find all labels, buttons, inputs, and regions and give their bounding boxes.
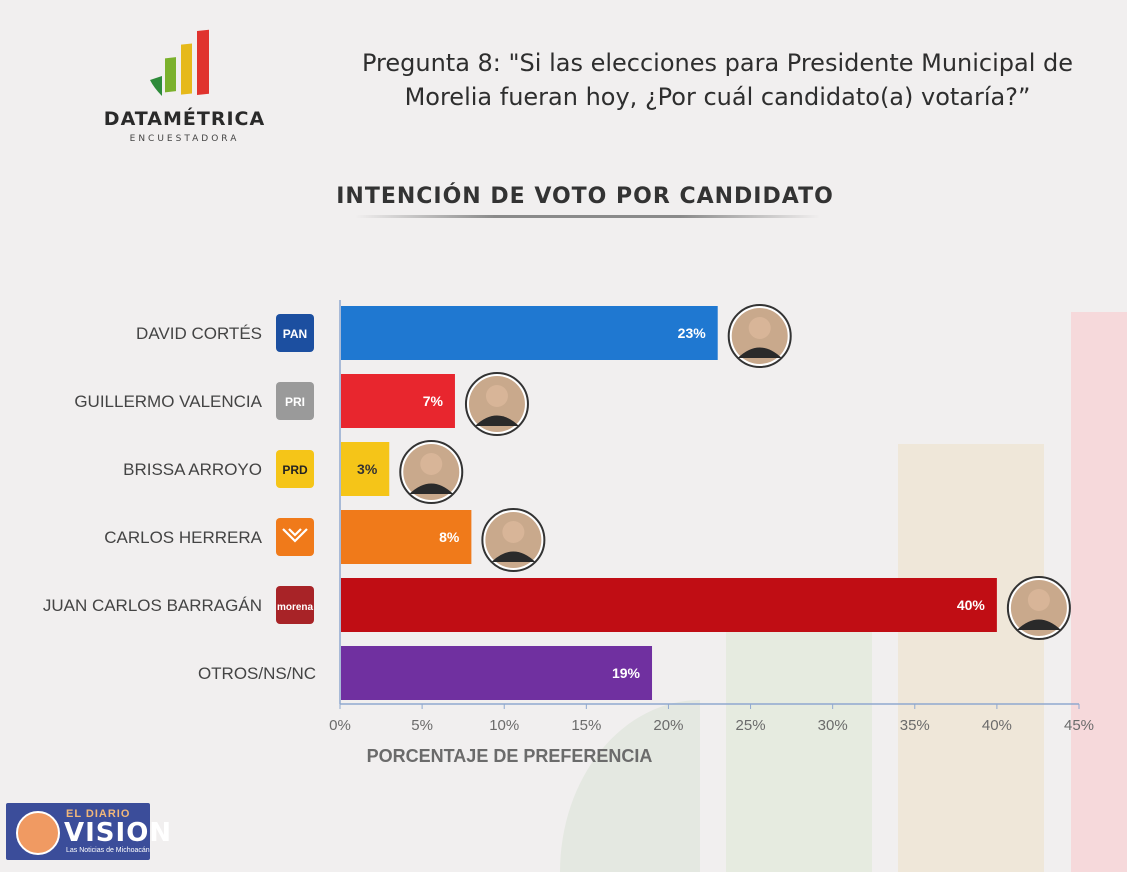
x-axis-title: PORCENTAJE DE PREFERENCIA xyxy=(367,746,653,766)
bar xyxy=(341,442,390,496)
x-tick-label: 10% xyxy=(489,717,519,734)
candidate-photo-suit xyxy=(491,551,536,562)
party-logo-label: PRI xyxy=(285,395,305,409)
candidate-photo-suit xyxy=(409,483,454,494)
title-underline xyxy=(355,215,820,218)
vision-logo-icon xyxy=(16,811,60,855)
category-label: CARLOS HERRERA xyxy=(104,528,262,547)
el-diario-vision-watermark: EL DIARIO VISION Las Noticias de Michoac… xyxy=(6,803,171,860)
bar xyxy=(341,510,472,564)
candidate-photo-face xyxy=(420,453,443,475)
category-label: JUAN CARLOS BARRAGÁN xyxy=(43,596,262,615)
category-label: DAVID CORTÉS xyxy=(136,324,262,343)
x-tick-label: 5% xyxy=(411,717,433,734)
logo-brand: DATAMÉTRICA xyxy=(103,108,266,130)
party-logo-label: PAN xyxy=(283,327,307,341)
question-text: Pregunta 8: "Si las elecciones para Pres… xyxy=(360,46,1075,114)
x-tick-label: 30% xyxy=(818,717,848,734)
x-tick-label: 35% xyxy=(900,717,930,734)
x-tick-label: 40% xyxy=(982,717,1012,734)
logo-subtitle: ENCUESTADORA xyxy=(129,134,240,144)
party-logo-label: PRD xyxy=(282,463,308,477)
bar-value-label: 40% xyxy=(957,597,986,613)
bar-value-label: 23% xyxy=(678,325,707,341)
x-tick-label: 0% xyxy=(329,717,351,734)
candidate-photo-face xyxy=(1027,589,1050,611)
bar xyxy=(341,374,455,428)
pan-logo-icon xyxy=(276,314,314,352)
bg-stripe-pink xyxy=(1071,312,1127,872)
category-label: BRISSA ARROYO xyxy=(123,460,262,479)
category-label: OTROS/NS/NC xyxy=(198,664,316,683)
datametrica-logo: DATAMÉTRICA ENCUESTADORA xyxy=(92,28,277,153)
morena-logo-icon xyxy=(276,586,314,624)
question-line-1: Pregunta 8: "Si las elecciones para Pres… xyxy=(361,49,1074,77)
candidate-photo-suit xyxy=(737,347,782,358)
x-tick-label: 25% xyxy=(736,717,766,734)
mc-eagle-shape xyxy=(282,528,308,543)
bar xyxy=(341,306,718,360)
bar xyxy=(341,578,997,632)
pri-logo-icon xyxy=(276,382,314,420)
watermark-big: VISION xyxy=(64,818,173,848)
prd-logo-icon xyxy=(276,450,314,488)
bar-value-label: 3% xyxy=(357,461,378,477)
bar-value-label: 8% xyxy=(439,529,460,545)
bar-value-label: 19% xyxy=(612,665,641,681)
movimiento-ciudadano-logo-icon xyxy=(276,518,314,556)
bg-stripe-green xyxy=(726,632,872,872)
candidate-photo-face xyxy=(485,385,508,407)
candidate-photo-suit xyxy=(474,415,519,426)
party-logo-label: morena xyxy=(277,602,314,613)
x-tick-label: 20% xyxy=(653,717,683,734)
watermark-tagline: Las Noticias de Michoacán xyxy=(66,847,150,854)
bar-value-label: 7% xyxy=(423,393,444,409)
bg-stripe-beige xyxy=(898,444,1044,872)
candidate-photo-suit xyxy=(1016,619,1061,630)
bars-logo-icon xyxy=(150,29,209,96)
category-label: GUILLERMO VALENCIA xyxy=(74,392,262,411)
question-line-2: Morelia fueran hoy, ¿Por cuál candidato(… xyxy=(404,83,1031,111)
bar xyxy=(341,646,653,700)
x-tick-label: 15% xyxy=(571,717,601,734)
candidate-photo-face xyxy=(748,317,771,339)
chart-title: INTENCIÓN DE VOTO POR CANDIDATO xyxy=(336,184,834,209)
watermark-small: EL DIARIO xyxy=(66,808,131,820)
candidate-photo-face xyxy=(502,521,525,543)
x-tick-label: 45% xyxy=(1064,717,1094,734)
